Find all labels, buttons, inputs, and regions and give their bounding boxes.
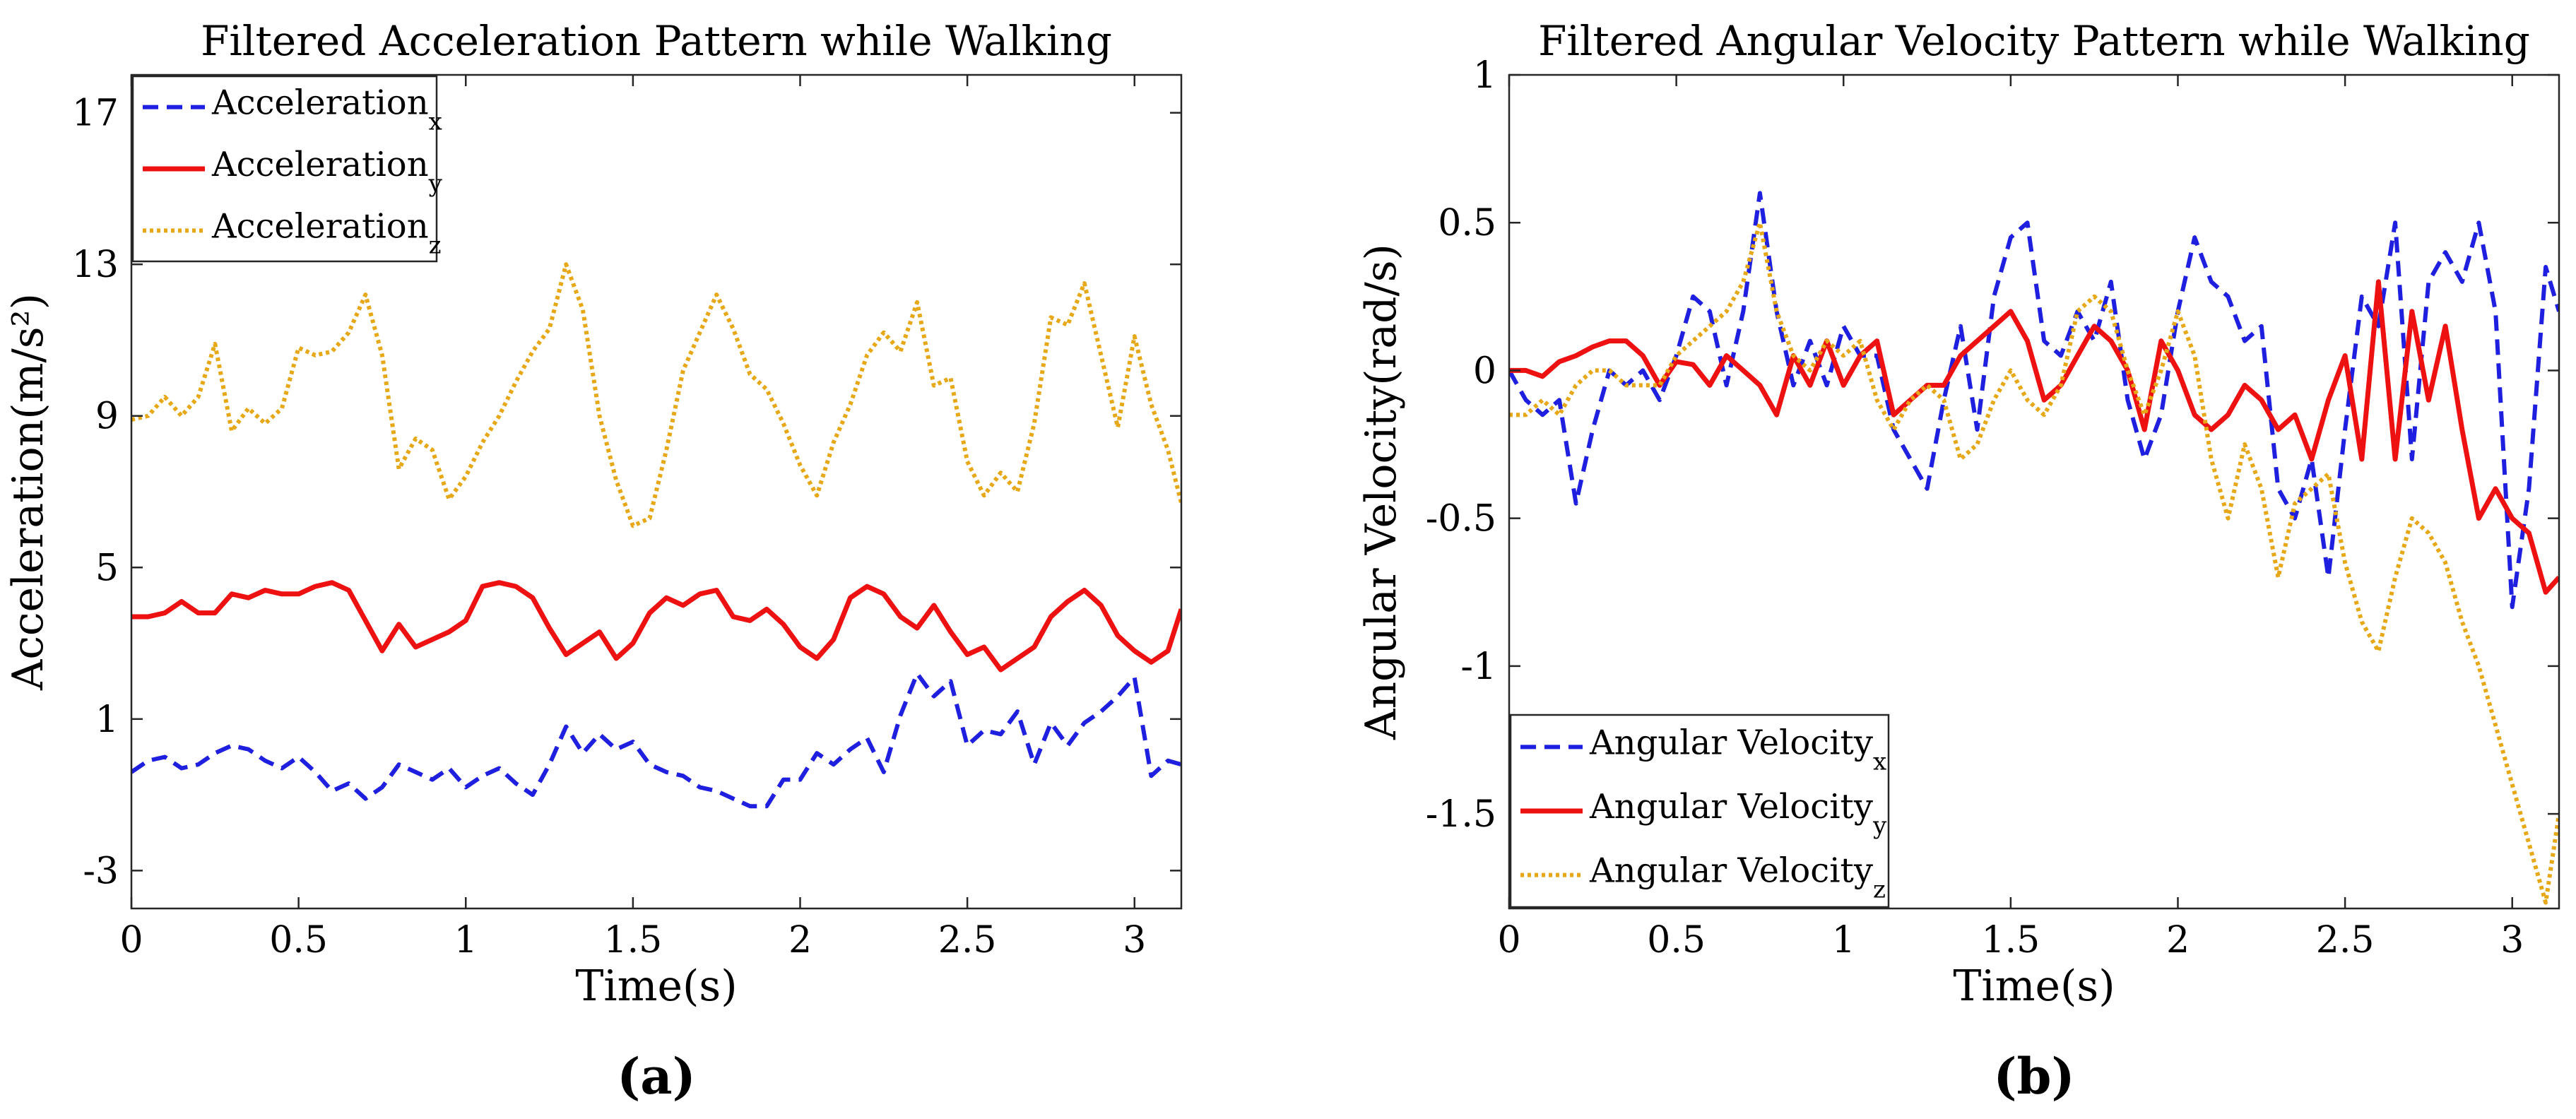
y-tick-label: 1 [1473, 54, 1496, 97]
series-line-z [1509, 220, 2559, 905]
series-line-z [131, 262, 1181, 528]
x-tick-label: 2.5 [2316, 919, 2375, 961]
y-tick-label: 9 [95, 396, 119, 438]
x-tick-label: 0.5 [269, 919, 328, 961]
x-tick-label: 2 [788, 919, 812, 961]
x-tick-label: 1.5 [604, 919, 663, 961]
legend-label-x: Angular Velocityx [1589, 723, 1886, 776]
legend-box [131, 75, 438, 263]
series-line-x [1509, 191, 2559, 610]
legend-label-x: Accelerationx [211, 83, 442, 136]
series-line-x [131, 671, 1181, 809]
legend-subscript: x [1873, 747, 1886, 776]
x-tick-label: 0.5 [1647, 919, 1706, 961]
legend-label-y: Accelerationy [211, 145, 443, 198]
y-tick-label: 5 [95, 547, 119, 589]
legend: Accelerationx Accelerationy Accelerationz [131, 75, 443, 263]
x-tick-label: 1.5 [1982, 919, 2040, 961]
series-line-y [1509, 279, 2559, 595]
panel-label: (b) [1993, 1047, 2074, 1106]
legend-label-z: Angular Velocityz [1589, 851, 1886, 904]
y-tick-label: 13 [72, 244, 119, 286]
y-tick-label: 17 [72, 93, 119, 135]
y-tick-label: -0.5 [1426, 498, 1496, 540]
legend-subscript: y [428, 170, 443, 198]
chart-title: Filtered Angular Velocity Pattern while … [1538, 17, 2530, 65]
plot-frame [1508, 73, 2560, 910]
series-group [1509, 191, 2559, 905]
chart-a: Filtered Acceleration Pattern while Walk… [4, 17, 1183, 1106]
y-axis-label: Acceleration(m/s²) [4, 293, 53, 691]
x-tick-label: 1 [454, 919, 478, 961]
chart-b: Filtered Angular Velocity Pattern while … [1357, 17, 2560, 1106]
legend: Angular Velocityx Angular Velocityy Angula… [1509, 714, 1890, 908]
x-tick-label: 3 [1123, 919, 1146, 961]
legend-subscript: z [1873, 876, 1886, 904]
legend-subscript: x [429, 108, 442, 136]
x-tick-label: 1 [1832, 919, 1855, 961]
y-tick-label: 0.5 [1438, 202, 1496, 244]
x-tick-label: 0 [1497, 919, 1520, 961]
series-group [131, 262, 1181, 809]
x-tick-label: 3 [2500, 919, 2524, 961]
panel-label: (a) [617, 1047, 696, 1106]
x-tick-label: 2 [2166, 919, 2190, 961]
y-tick-label: 0 [1473, 350, 1496, 392]
x-tick-label: 2.5 [938, 919, 997, 961]
x-tick-label: 0 [119, 919, 143, 961]
legend-subscript: y [1872, 812, 1887, 840]
y-tick-label: 1 [95, 699, 119, 741]
y-tick-label: -3 [83, 850, 119, 892]
plot-frame [130, 73, 1183, 910]
legend-label-z: Accelerationz [211, 206, 442, 259]
y-tick-label: -1.5 [1426, 793, 1496, 836]
y-axis-label: Angular Velocity(rad/s) [1357, 244, 1406, 740]
legend-subscript: z [429, 231, 442, 259]
x-axis-label: Time(s) [575, 961, 737, 1011]
series-line-y [131, 580, 1181, 673]
y-tick-label: -1 [1460, 646, 1496, 688]
x-axis-label: Time(s) [1953, 961, 2115, 1011]
chart-title: Filtered Acceleration Pattern while Walk… [201, 17, 1112, 65]
legend-label-y: Angular Velocityy [1589, 787, 1887, 840]
